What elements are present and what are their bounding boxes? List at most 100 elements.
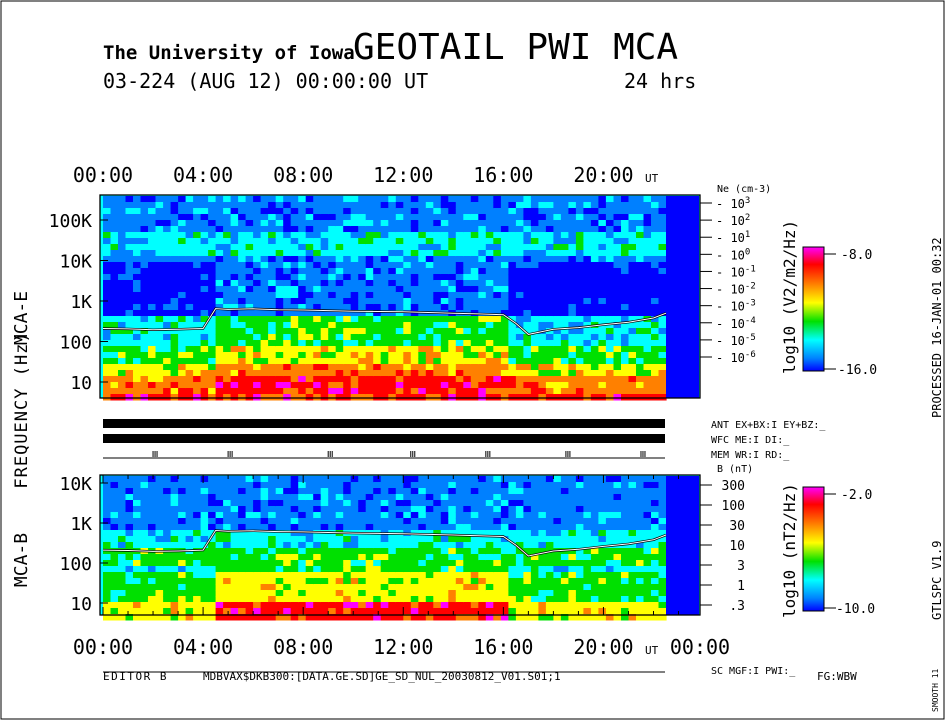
mca-e-cell (253, 286, 262, 293)
mca-b-cell (636, 590, 645, 597)
mca-b-cell (335, 572, 344, 579)
mca-e-cell (553, 220, 562, 227)
mca-b-cell (253, 524, 262, 531)
mca-e-cell (418, 292, 427, 299)
mca-e-cell (200, 268, 209, 275)
mca-e-cell (365, 250, 374, 257)
mca-e-cell (110, 322, 119, 329)
mca-b-cell (380, 614, 389, 621)
mca-b-cell (260, 614, 269, 621)
mca-e-cell (238, 202, 247, 209)
mca-e-cell (230, 274, 239, 281)
mca-e-cell (185, 322, 194, 329)
mca-e-cell (388, 262, 397, 269)
mca-e-cell (193, 322, 202, 329)
mca-b-cell (223, 566, 232, 573)
mca-e-cell (636, 202, 645, 209)
mca-b-cell (598, 512, 607, 519)
mca-e-cell (283, 256, 292, 263)
mca-e-cell (403, 310, 412, 317)
mca-e-cell (208, 364, 217, 371)
mca-e-cell (275, 262, 284, 269)
mca-b-cell (350, 494, 359, 501)
mca-e-cell (185, 238, 194, 245)
mca-e-cell (425, 376, 434, 383)
mca-e-cell (448, 196, 457, 203)
mca-b-cell (193, 596, 202, 603)
mca-e-cell (245, 250, 254, 257)
mca-e-cell (178, 352, 187, 359)
mca-e-cell (448, 304, 457, 311)
mca-e-cell (268, 334, 277, 341)
mca-e-cell (613, 298, 622, 305)
mca-e-cell (523, 382, 532, 389)
mca-b-cell (433, 614, 442, 621)
mca-e-cell (636, 286, 645, 293)
mca-b-cell (335, 518, 344, 525)
mca-e-cell (373, 250, 382, 257)
mca-b-cell (140, 572, 149, 579)
mca-e-cell (418, 208, 427, 215)
mca-e-cell (215, 334, 224, 341)
mca-e-cell (500, 250, 509, 257)
mca-e-cell (440, 328, 449, 335)
mca-b-cell (253, 500, 262, 507)
mca-b-cell (425, 596, 434, 603)
mca-e-cell (575, 262, 584, 269)
mca-b-cell (260, 512, 269, 519)
mca-e-cell (493, 268, 502, 275)
mca-e-cell (238, 358, 247, 365)
mca-b-cell (178, 614, 187, 621)
mca-e-cell (553, 214, 562, 221)
mca-e-cell (530, 370, 539, 377)
mca-b-cell (545, 584, 554, 591)
mca-b-cell (103, 566, 112, 573)
mca-e-cell (230, 346, 239, 353)
mca-b-cell (268, 554, 277, 561)
mca-b-cell (485, 500, 494, 507)
mca-e-cell (200, 394, 209, 401)
mca-b-cell (320, 548, 329, 555)
mca-e-cell (208, 280, 217, 287)
mca-e-cell (388, 196, 397, 203)
mca-e-cell (163, 292, 172, 299)
mca-e-cell (170, 352, 179, 359)
mca-b-cell (178, 476, 187, 483)
mca-b-cell (193, 518, 202, 525)
mca-e-cell (155, 358, 164, 365)
mca-b-cell (470, 596, 479, 603)
mca-e-cell (350, 268, 359, 275)
mca-e-cell (651, 286, 660, 293)
mca-e-cell (658, 358, 667, 365)
mca-b-cell (125, 608, 134, 615)
mca-b-cell (313, 602, 322, 609)
mca-b-cell (538, 482, 547, 489)
mca-b-cell (118, 536, 127, 543)
mca-b-cell (125, 482, 134, 489)
mca-b-cell (185, 554, 194, 561)
mca-e-cell (568, 280, 577, 287)
mca-e-cell (440, 274, 449, 281)
mca-b-cell (538, 506, 547, 513)
mca-e-cell (380, 244, 389, 251)
mca-b-cell (185, 572, 194, 579)
mca-b-cell (380, 518, 389, 525)
mca-b-cell (163, 500, 172, 507)
mca-b-cell (545, 614, 554, 621)
mca-b-cell (358, 596, 367, 603)
mca-e-cell (380, 310, 389, 317)
mca-e-cell (298, 250, 307, 257)
mca-e-cell (605, 316, 614, 323)
mca-e-cell (343, 394, 352, 401)
mca-e-cell (470, 334, 479, 341)
mca-e-cell (365, 208, 374, 215)
mca-e-cell (485, 394, 494, 401)
mca-b-cell (118, 512, 127, 519)
mca-e-cell (508, 316, 517, 323)
mca-b-cell (493, 590, 502, 597)
mca-b-cell (485, 536, 494, 543)
mca-b-cell (215, 542, 224, 549)
mca-e-cell (140, 202, 149, 209)
mca-b-cell (493, 548, 502, 555)
mca-e-cell (485, 376, 494, 383)
